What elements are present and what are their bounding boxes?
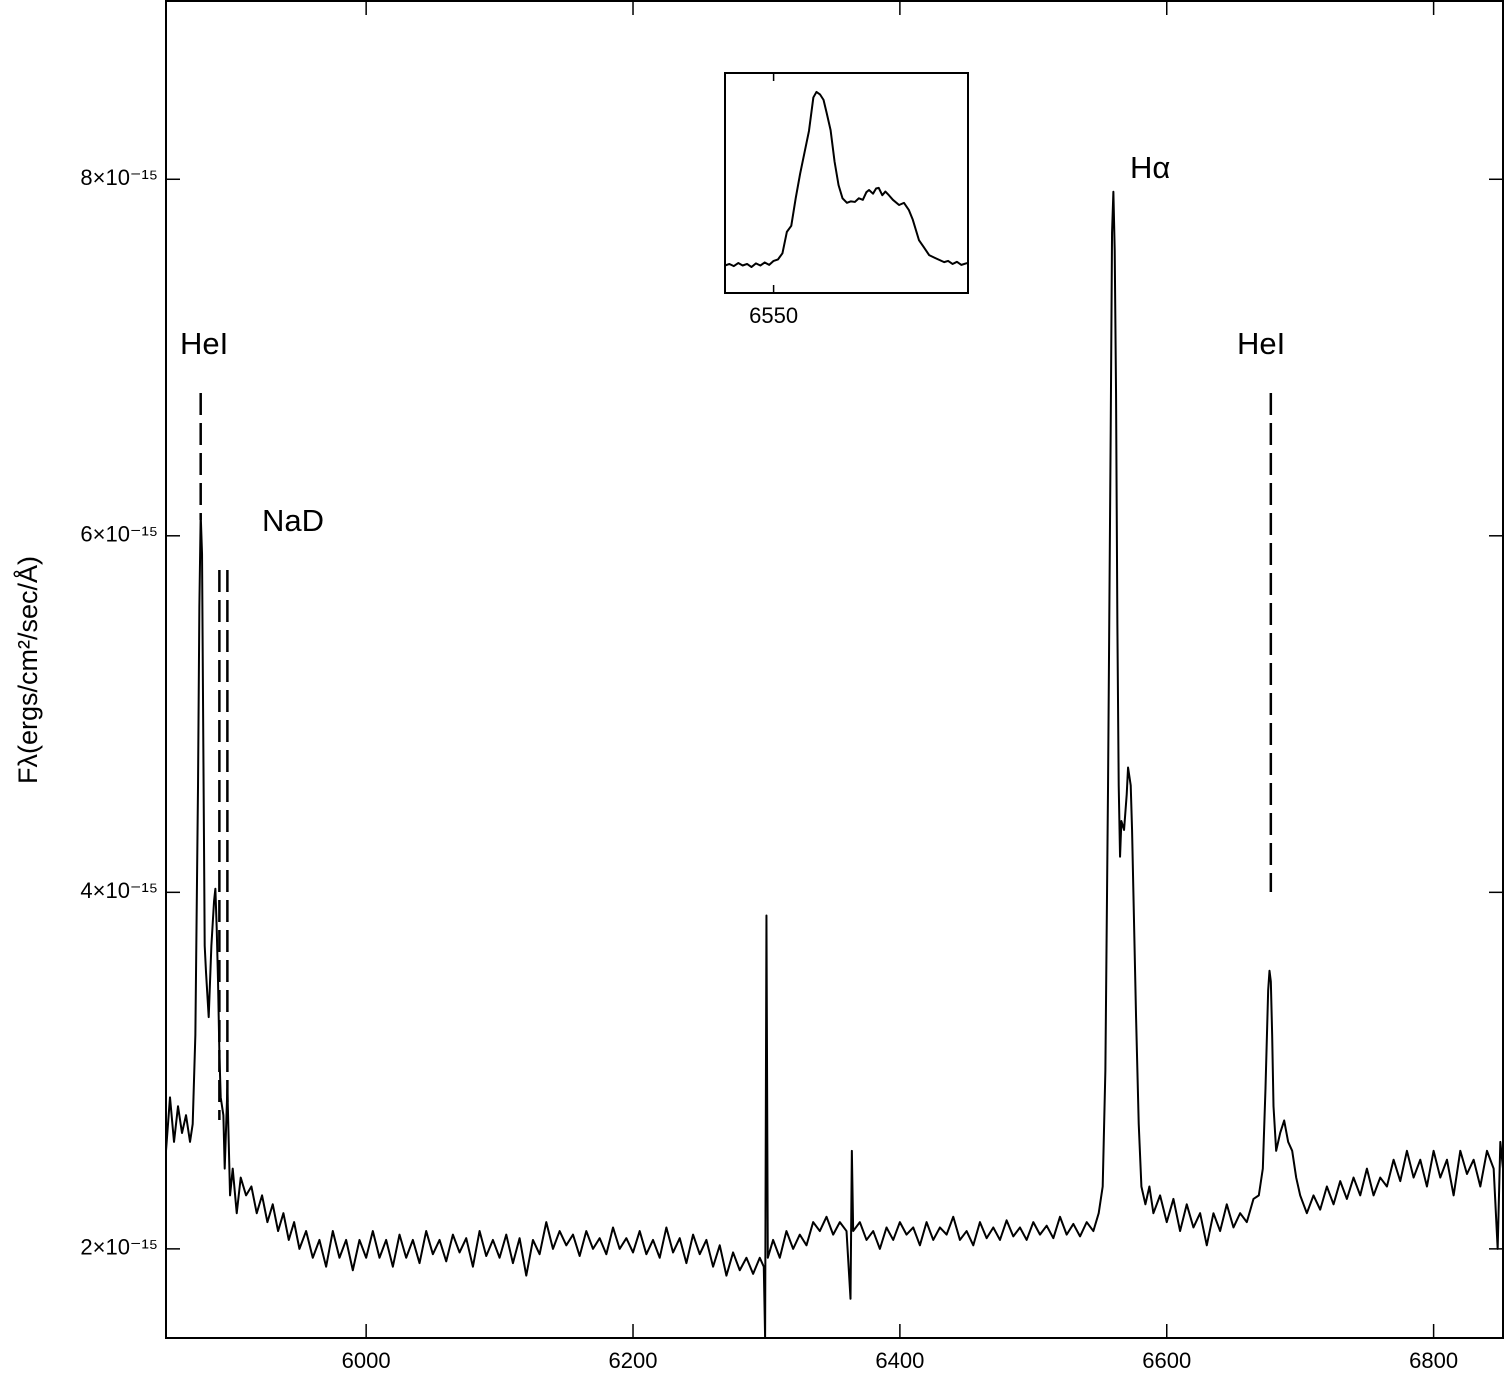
- x-tick-label: 6200: [609, 1348, 658, 1373]
- x-tick-label: 6000: [342, 1348, 391, 1373]
- plot-frame: [165, 0, 1504, 1339]
- x-tick-label: 6600: [1142, 1348, 1191, 1373]
- y-tick-label: 6×10⁻¹⁵: [80, 522, 158, 547]
- line-label: NaD: [262, 503, 324, 538]
- y-tick-label: 4×10⁻¹⁵: [80, 878, 158, 903]
- spectrum-line: [724, 90, 968, 269]
- plot-frame: [724, 72, 969, 294]
- x-tick-label: 6400: [875, 1348, 924, 1373]
- spectrum-line: [165, 190, 1504, 1339]
- y-tick-label: 2×10⁻¹⁵: [80, 1235, 158, 1260]
- y-axis-label: Fλ(ergs/cm²/sec/Å): [12, 556, 43, 784]
- line-label: Hα: [1130, 150, 1170, 185]
- line-label: HeI: [180, 326, 228, 361]
- x-tick-label: 6550: [749, 303, 798, 328]
- x-tick-label: 6800: [1409, 1348, 1458, 1373]
- y-tick-label: 8×10⁻¹⁵: [80, 165, 158, 190]
- line-label: HeI: [1237, 326, 1285, 361]
